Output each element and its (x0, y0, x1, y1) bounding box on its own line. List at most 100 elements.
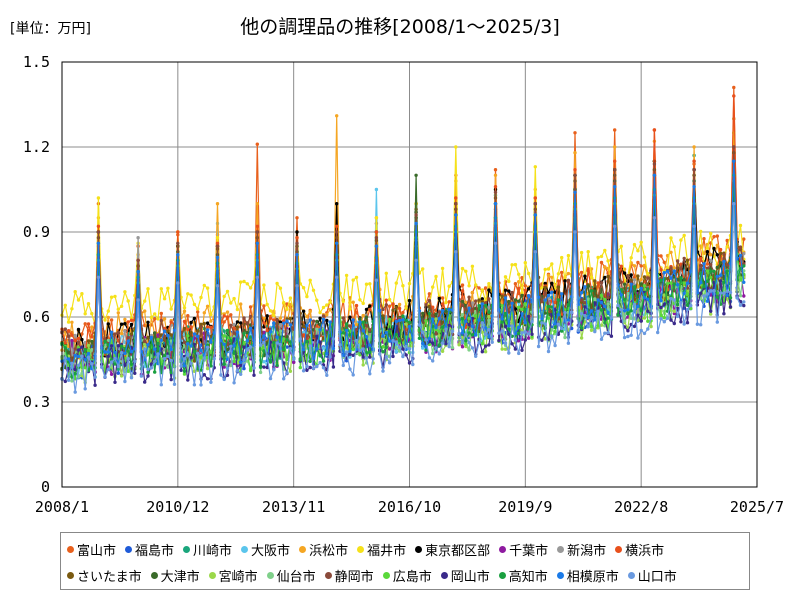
data-point (351, 278, 355, 282)
data-point (169, 307, 173, 311)
data-point (153, 370, 157, 374)
data-point (742, 303, 746, 308)
data-point (83, 312, 87, 316)
data-point (632, 278, 637, 282)
y-tick-label: 1.5 (23, 53, 50, 71)
data-point (434, 274, 438, 279)
legend-item: 大阪市 (241, 539, 290, 559)
data-point (169, 377, 173, 382)
data-point (632, 275, 637, 280)
data-point (543, 285, 547, 290)
legend-marker-icon (557, 545, 565, 553)
data-point (702, 285, 706, 289)
data-point (586, 297, 590, 301)
data-point (248, 345, 253, 349)
data-point (90, 335, 94, 339)
data-point (526, 294, 531, 298)
data-point (500, 317, 504, 321)
data-point (119, 331, 124, 336)
data-point (239, 302, 243, 306)
legend-label: 川崎市 (193, 543, 233, 559)
data-point (225, 328, 230, 333)
data-point (278, 320, 283, 324)
legend-item: さいたま市 (67, 565, 142, 585)
data-point (129, 376, 134, 380)
data-point (265, 328, 269, 333)
data-point (659, 268, 663, 272)
data-point (404, 306, 408, 310)
data-point (553, 322, 557, 326)
data-point (272, 318, 276, 322)
data-point (361, 313, 365, 318)
data-point (196, 310, 200, 314)
data-point (709, 269, 713, 273)
data-point (606, 259, 610, 263)
data-point (368, 328, 372, 332)
data-point (176, 281, 180, 285)
data-point (182, 326, 187, 331)
data-point (139, 374, 144, 378)
data-point (546, 349, 551, 354)
data-point (169, 347, 173, 352)
data-point (649, 324, 653, 329)
legend-row: 富山市 福島市 川崎市 大阪市 浜松市 福井市 東京都区部 千葉市 新潟市 横浜市 (67, 539, 673, 559)
data-point (513, 307, 518, 311)
data-point (308, 359, 312, 364)
data-point (397, 306, 402, 311)
data-point (440, 349, 445, 353)
data-point (715, 274, 719, 279)
x-tick-label: 2025/7 (730, 498, 784, 516)
data-point (199, 348, 203, 352)
data-point (318, 353, 322, 357)
data-point (546, 304, 551, 309)
data-point (242, 345, 246, 349)
legend-marker-icon (324, 571, 332, 579)
data-point (709, 289, 713, 293)
data-point (507, 279, 511, 284)
data-point (507, 332, 511, 336)
y-tick-label: 0.9 (23, 223, 50, 241)
data-point (722, 259, 726, 264)
data-point (265, 354, 269, 358)
data-point (196, 351, 200, 355)
data-point (129, 332, 134, 336)
data-point (225, 289, 230, 294)
data-point (550, 262, 554, 266)
data-point (414, 258, 418, 262)
data-point (344, 359, 349, 363)
data-point (361, 301, 365, 306)
data-point (93, 383, 97, 387)
data-point (553, 343, 557, 348)
data-point (669, 250, 673, 254)
data-point (550, 275, 554, 279)
data-point (414, 173, 418, 177)
data-point (526, 314, 531, 319)
data-point (113, 380, 117, 384)
data-point (493, 173, 498, 177)
data-point (288, 302, 293, 307)
data-point (692, 168, 696, 172)
legend-marker-icon (627, 571, 635, 579)
data-point (123, 329, 127, 333)
data-point (106, 350, 111, 354)
data-point (457, 331, 461, 336)
data-point (715, 265, 719, 270)
data-point (520, 293, 524, 298)
data-point (586, 269, 590, 273)
legend-item: 浜松市 (299, 539, 348, 559)
data-point (258, 365, 263, 369)
data-point (119, 374, 124, 378)
data-point (189, 293, 193, 297)
data-point (361, 329, 365, 333)
data-point (368, 282, 372, 286)
data-point (639, 308, 643, 313)
data-point (378, 352, 382, 356)
data-point (100, 365, 104, 369)
data-point (229, 301, 233, 305)
data-point (348, 307, 352, 311)
legend-marker-icon (67, 571, 74, 579)
data-point (126, 320, 130, 324)
data-point (464, 300, 468, 304)
data-point (629, 256, 633, 260)
data-point (189, 325, 193, 329)
